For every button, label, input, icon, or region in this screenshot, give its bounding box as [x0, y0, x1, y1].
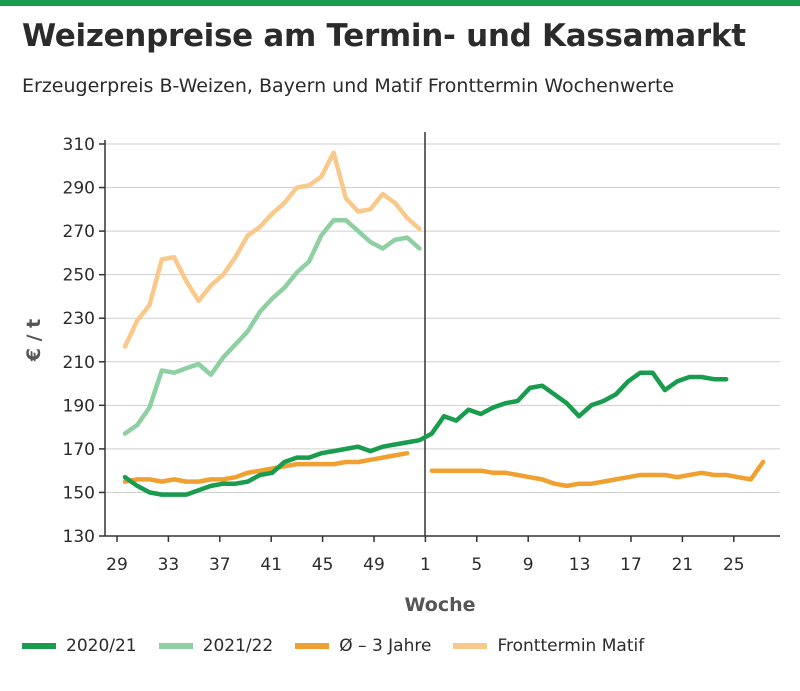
y-tick-label: 250 — [63, 266, 95, 286]
y-tick-label: 230 — [63, 309, 95, 329]
x-tick-label: 1 — [420, 555, 431, 575]
y-tick-label: 290 — [63, 179, 95, 199]
x-tick-label: 21 — [672, 555, 694, 575]
x-tick-label: 49 — [363, 555, 385, 575]
y-tick-label: 150 — [63, 483, 95, 503]
series-line-2 — [122, 450, 410, 484]
legend-item-3-year-average: Ø – 3 Jahre — [295, 636, 431, 656]
y-tick-label: 130 — [63, 527, 95, 547]
legend-swatch — [158, 643, 193, 649]
legend-item-2021-22: 2021/22 — [158, 636, 274, 656]
legend-swatch — [295, 643, 330, 649]
x-tick-label: 9 — [523, 555, 534, 575]
line-chart: 130 150 170 190 210 230 250 270 290 310 29 33 37 41 45… — [23, 132, 780, 616]
legend-label: 2021/22 — [202, 636, 274, 656]
y-tick-label: 270 — [63, 222, 95, 242]
legend: 2020/21 2021/22 Ø – 3 Jahre Fronttermin … — [22, 636, 666, 656]
x-tick-label: 45 — [312, 555, 334, 575]
legend-label: Fronttermin Matif — [497, 636, 645, 656]
legend-label: Ø – 3 Jahre — [339, 636, 432, 656]
series-line-2 — [429, 459, 766, 489]
legend-item-matif: Fronttermin Matif — [453, 636, 644, 656]
y-tick-label: 190 — [63, 396, 95, 416]
legend-item-2020-21: 2020/21 — [22, 636, 137, 656]
chart-title: Weizenpreise am Termin- und Kassamarkt — [22, 18, 746, 54]
series-line-1 — [122, 217, 422, 436]
y-tick-label: 210 — [63, 353, 95, 373]
x-tick-label: 5 — [471, 555, 482, 575]
legend-swatch — [22, 643, 56, 649]
series-line-3 — [122, 150, 422, 349]
y-tick-label: 170 — [63, 440, 95, 460]
x-axis-label: Woche — [404, 594, 475, 616]
x-tick-label: 37 — [209, 555, 231, 575]
chart-subtitle: Erzeugerpreis B-Weizen, Bayern und Matif… — [22, 75, 675, 97]
x-tick-label: 41 — [260, 555, 282, 575]
x-tick-label: 33 — [158, 555, 180, 575]
x-tick-label: 17 — [620, 555, 642, 575]
legend-label: 2020/21 — [66, 636, 137, 656]
x-tick-label: 13 — [569, 555, 591, 575]
y-tick-label: 310 — [63, 135, 95, 155]
top-accent-bar — [0, 0, 800, 6]
series-line-0 — [122, 370, 729, 497]
legend-swatch — [453, 643, 488, 649]
y-axis-label: € / t — [23, 319, 45, 362]
x-tick-label: 29 — [106, 555, 128, 575]
x-tick-label: 25 — [723, 555, 745, 575]
